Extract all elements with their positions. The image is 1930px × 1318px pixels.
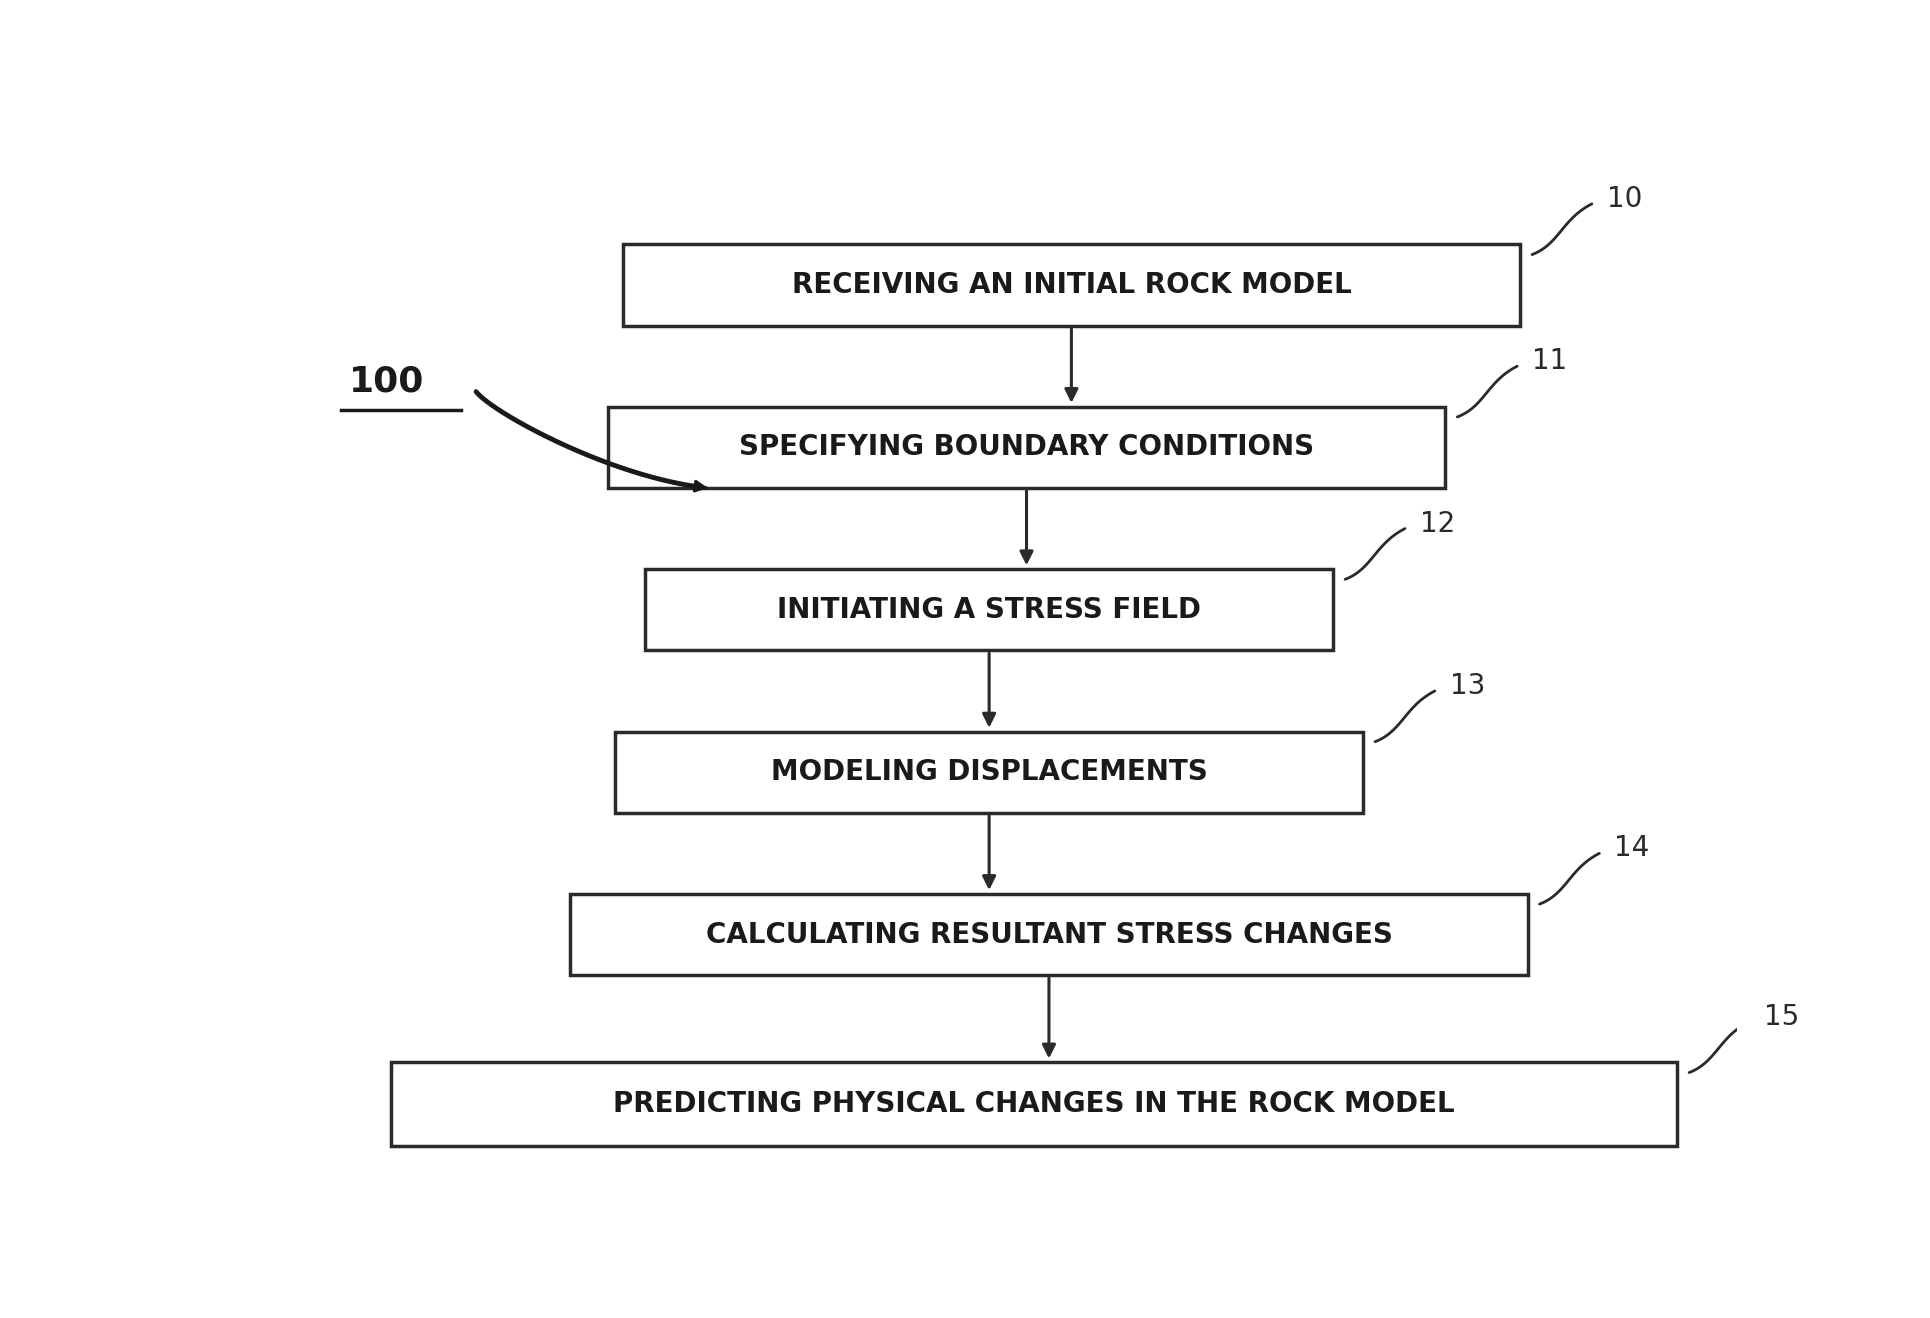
- Text: 10: 10: [1608, 185, 1642, 212]
- Text: MODELING DISPLACEMENTS: MODELING DISPLACEMENTS: [770, 758, 1208, 786]
- Text: SPECIFYING BOUNDARY CONDITIONS: SPECIFYING BOUNDARY CONDITIONS: [739, 434, 1314, 461]
- Text: 15: 15: [1764, 1003, 1799, 1031]
- Text: 100: 100: [349, 365, 425, 398]
- Text: 14: 14: [1613, 834, 1650, 862]
- FancyBboxPatch shape: [616, 731, 1363, 813]
- FancyBboxPatch shape: [645, 569, 1334, 650]
- Text: PREDICTING PHYSICAL CHANGES IN THE ROCK MODEL: PREDICTING PHYSICAL CHANGES IN THE ROCK …: [614, 1090, 1455, 1118]
- Text: RECEIVING AN INITIAL ROCK MODEL: RECEIVING AN INITIAL ROCK MODEL: [791, 272, 1351, 299]
- Text: 11: 11: [1532, 347, 1567, 376]
- FancyBboxPatch shape: [571, 894, 1529, 975]
- Text: 13: 13: [1449, 672, 1486, 700]
- FancyBboxPatch shape: [390, 1062, 1677, 1145]
- Text: 12: 12: [1420, 510, 1455, 538]
- FancyBboxPatch shape: [608, 407, 1446, 488]
- Text: INITIATING A STRESS FIELD: INITIATING A STRESS FIELD: [778, 596, 1200, 623]
- Text: CALCULATING RESULTANT STRESS CHANGES: CALCULATING RESULTANT STRESS CHANGES: [706, 920, 1392, 949]
- FancyBboxPatch shape: [623, 244, 1521, 326]
